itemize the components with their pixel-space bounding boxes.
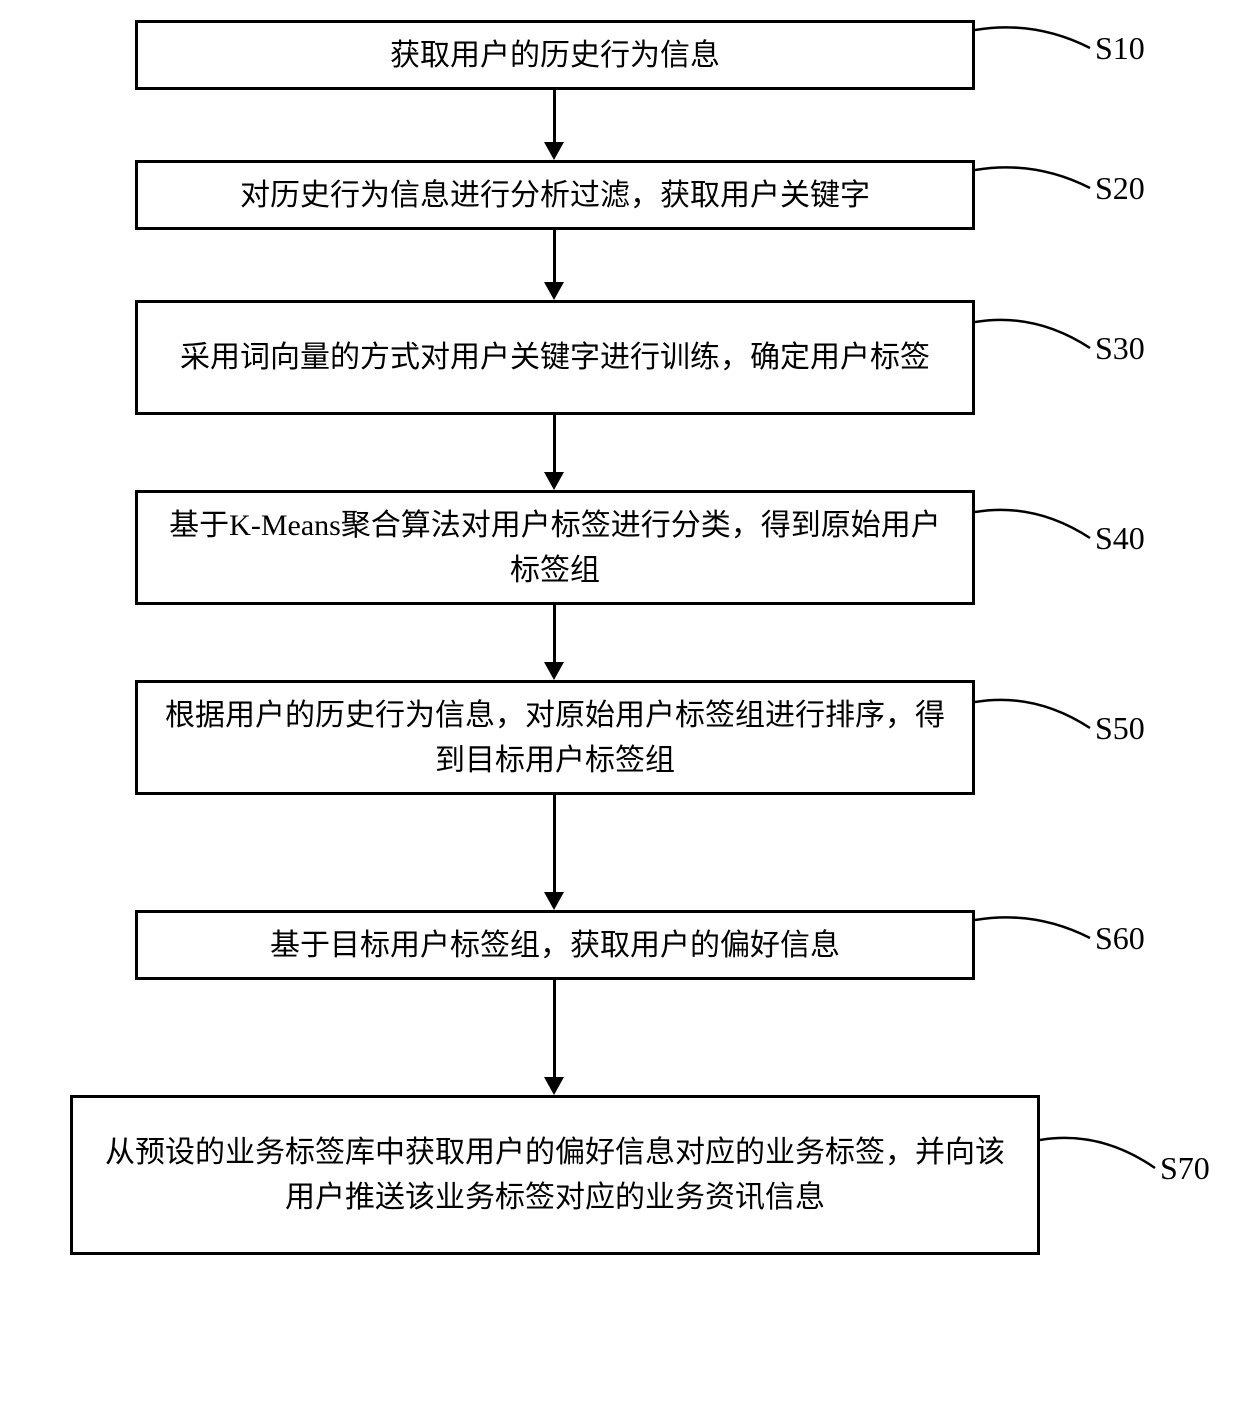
- node-text: 采用词向量的方式对用户关键字进行训练，确定用户标签: [180, 335, 930, 380]
- node-label-s50: S50: [1095, 710, 1145, 747]
- arrow-s10-s20: [553, 90, 556, 142]
- label-connector-s70: [1040, 1130, 1160, 1180]
- node-text: 根据用户的历史行为信息，对原始用户标签组进行排序，得到目标用户标签组: [158, 693, 952, 783]
- node-label-s30: S30: [1095, 330, 1145, 367]
- arrow-head-icon: [544, 472, 564, 490]
- flowchart-node-s30: 采用词向量的方式对用户关键字进行训练，确定用户标签: [135, 300, 975, 415]
- label-connector-s40: [975, 502, 1095, 552]
- arrow-head-icon: [544, 892, 564, 910]
- node-label-s40: S40: [1095, 520, 1145, 557]
- node-text: 获取用户的历史行为信息: [390, 33, 720, 78]
- label-connector-s20: [975, 160, 1095, 200]
- flowchart-node-s50: 根据用户的历史行为信息，对原始用户标签组进行排序，得到目标用户标签组: [135, 680, 975, 795]
- arrow-s40-s50: [553, 605, 556, 662]
- arrow-head-icon: [544, 662, 564, 680]
- node-label-s70: S70: [1160, 1150, 1210, 1187]
- arrow-s30-s40: [553, 415, 556, 472]
- flowchart-node-s40: 基于K-Means聚合算法对用户标签进行分类，得到原始用户标签组: [135, 490, 975, 605]
- arrow-s60-s70: [553, 980, 556, 1077]
- node-text: 基于目标用户标签组，获取用户的偏好信息: [270, 923, 840, 968]
- arrow-head-icon: [544, 142, 564, 160]
- arrow-head-icon: [544, 282, 564, 300]
- label-connector-s50: [975, 692, 1095, 742]
- label-connector-s10: [975, 20, 1095, 60]
- flowchart-node-s20: 对历史行为信息进行分析过滤，获取用户关键字: [135, 160, 975, 230]
- label-connector-s30: [975, 312, 1095, 362]
- node-label-s20: S20: [1095, 170, 1145, 207]
- arrow-s20-s30: [553, 230, 556, 282]
- flowchart-node-s60: 基于目标用户标签组，获取用户的偏好信息: [135, 910, 975, 980]
- flowchart-node-s70: 从预设的业务标签库中获取用户的偏好信息对应的业务标签，并向该用户推送该业务标签对…: [70, 1095, 1040, 1255]
- flowchart-container: 获取用户的历史行为信息 S10 对历史行为信息进行分析过滤，获取用户关键字 S2…: [0, 0, 1240, 1421]
- node-text: 从预设的业务标签库中获取用户的偏好信息对应的业务标签，并向该用户推送该业务标签对…: [93, 1130, 1017, 1220]
- label-connector-s60: [975, 910, 1095, 950]
- node-label-s60: S60: [1095, 920, 1145, 957]
- flowchart-node-s10: 获取用户的历史行为信息: [135, 20, 975, 90]
- node-label-s10: S10: [1095, 30, 1145, 67]
- arrow-head-icon: [544, 1077, 564, 1095]
- node-text: 基于K-Means聚合算法对用户标签进行分类，得到原始用户标签组: [158, 503, 952, 593]
- arrow-s50-s60: [553, 795, 556, 892]
- node-text: 对历史行为信息进行分析过滤，获取用户关键字: [240, 173, 870, 218]
